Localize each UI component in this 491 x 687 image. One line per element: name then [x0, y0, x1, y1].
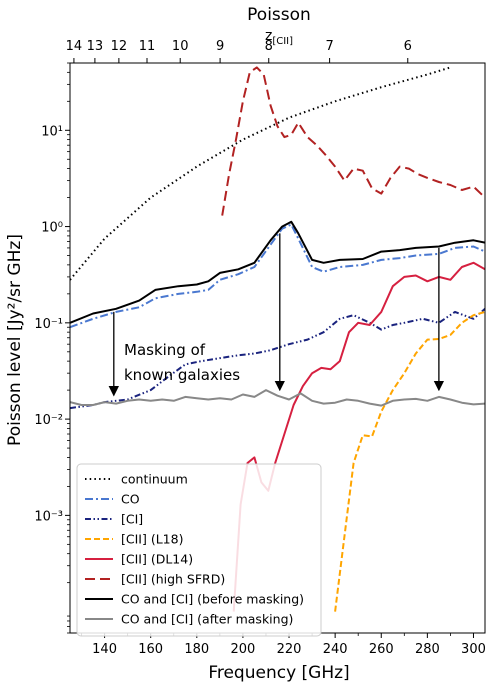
legend-label: continuum	[121, 472, 188, 487]
legend-label: CO	[121, 492, 140, 507]
series-cii-l18-line	[334, 310, 485, 612]
z-tick-label: 13	[87, 39, 104, 54]
x-tick-label: 300	[461, 642, 486, 657]
legend-label: CO and [CI] (after masking)	[121, 612, 293, 627]
series-co-and-ci-after-masking-line	[70, 389, 485, 407]
annotation-layer: Masking of known galaxies	[108, 233, 445, 397]
z-tick-label: 7	[325, 39, 333, 54]
x-tick-label: 200	[231, 642, 256, 657]
legend-label: [CII] (DL14)	[121, 552, 193, 567]
y-tick-label: 10⁻³	[34, 509, 63, 524]
x-tick-label: 280	[415, 642, 440, 657]
series-co-line	[70, 223, 485, 329]
x-tick-label: 180	[184, 642, 209, 657]
x-tick-label: 140	[92, 642, 117, 657]
top-axis-subscript: [CII]	[272, 36, 293, 47]
legend-label: [CII] (high SFRD)	[121, 572, 225, 587]
z-tick-label: 14	[66, 39, 83, 54]
legend-label: CO and [CI] (before masking)	[121, 592, 304, 607]
series-co-and-ci-before-masking-line	[70, 220, 485, 324]
chart-title: Poisson	[247, 5, 311, 25]
series-layer	[70, 66, 485, 612]
z-tick-label: 6	[404, 39, 412, 54]
y-axis-label: Poisson level [Jy²/sr GHz]	[5, 234, 25, 446]
x-axis-label: Frequency [GHz]	[208, 663, 349, 683]
y-tick-label: 10⁻²	[34, 413, 63, 428]
legend-label: [CI]	[121, 512, 143, 527]
y-tick-label: 10¹	[41, 124, 63, 139]
axes-layer: 140 160 180 200 220 240 260 280 300 14 13 12 11 10 9 8 7…	[34, 39, 486, 657]
z-tick-label: 10	[172, 39, 189, 54]
annotation-text-line1: Masking of	[124, 341, 206, 359]
z-tick-label: 9	[216, 39, 224, 54]
z-tick-label: 11	[139, 39, 156, 54]
legend-label: [CII] (L18)	[121, 532, 183, 547]
x-tick-label: 160	[138, 642, 163, 657]
x-tick-label: 220	[277, 642, 302, 657]
legend: continuum CO [CI] [CII] (L18) [CII] (DL14) [C…	[76, 463, 322, 637]
x-tick-label: 260	[369, 642, 394, 657]
legend-box	[76, 463, 322, 637]
annotation-text-line2: known galaxies	[124, 366, 240, 384]
z-tick-label: 8	[265, 39, 273, 54]
series-continuum-line	[70, 66, 451, 281]
z-tick-label: 12	[111, 39, 128, 54]
y-tick-label: 10⁰	[41, 221, 63, 236]
series-cii-high-sfrd-line	[221, 66, 485, 216]
series-ci-line	[70, 308, 485, 410]
x-tick-label: 240	[323, 642, 348, 657]
y-tick-label: 10⁻¹	[34, 317, 63, 332]
